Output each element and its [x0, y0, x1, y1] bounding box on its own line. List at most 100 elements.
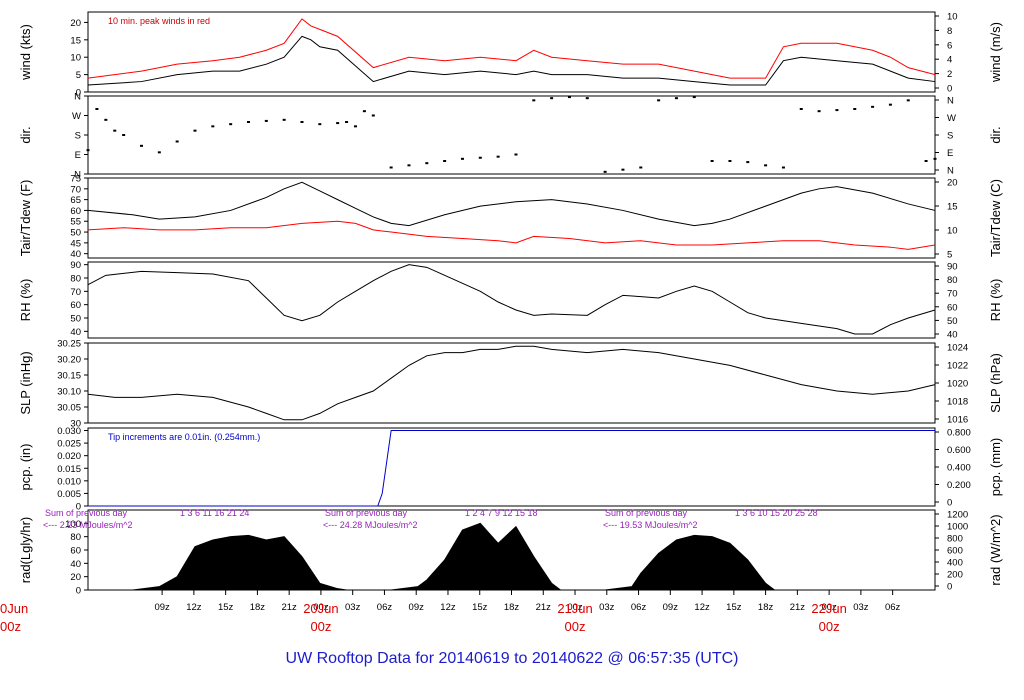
y-tick-label: 30.15 — [57, 371, 81, 382]
x-tick-label: 06z — [631, 602, 647, 613]
x-tick-label: 21z — [281, 602, 297, 613]
data-point — [353, 125, 357, 128]
x-tick-label: 18z — [504, 602, 520, 613]
y-tick-label: 70 — [70, 184, 81, 195]
x-tick-label: 21z — [790, 602, 806, 613]
y2-tick-label: 1016 — [947, 415, 968, 426]
y2-tick-label: 8 — [947, 26, 952, 37]
y-axis-label: rad(Lgly/hr) — [18, 517, 33, 583]
data-point — [585, 97, 589, 100]
data-point — [113, 129, 117, 132]
y2-tick-label: 40 — [947, 330, 958, 341]
data-point — [835, 109, 839, 112]
y2-tick-label: 10 — [947, 226, 958, 237]
y2-tick-label: 90 — [947, 262, 958, 273]
y-tick-label: 0.005 — [57, 489, 81, 500]
y2-tick-label: W — [947, 113, 956, 124]
y2-tick-label: 200 — [947, 570, 963, 581]
data-point — [300, 121, 304, 123]
y2-axis-label: pcp. (mm) — [988, 438, 1003, 497]
series-line-1 — [87, 345, 936, 421]
y-tick-label: 0.030 — [57, 426, 81, 437]
y-tick-label: 15 — [70, 35, 81, 46]
x-date-time-label: 00z — [565, 619, 586, 634]
x-tick-label: 03z — [853, 602, 869, 613]
y-tick-label: 0 — [76, 502, 81, 513]
y2-tick-label: S — [947, 131, 953, 142]
panel-frame-wind — [87, 11, 936, 93]
series-line-1 — [87, 35, 936, 86]
data-point — [550, 97, 554, 100]
y-tick-label: E — [75, 150, 81, 161]
y-tick-label: 0.020 — [57, 451, 81, 462]
data-point — [621, 168, 625, 171]
chart-footer-title: UW Rooftop Data for 20140619 to 20140622… — [285, 650, 739, 667]
y-tick-label: 80 — [70, 532, 81, 543]
data-point — [799, 108, 803, 110]
y2-axis-label: RH (%) — [988, 279, 1003, 322]
y2-tick-label: 10 — [947, 12, 958, 23]
data-point — [871, 105, 875, 108]
y-tick-label: S — [75, 131, 81, 142]
x-tick-label: 03z — [345, 602, 361, 613]
y2-tick-label: 1024 — [947, 343, 968, 354]
y-axis-label: Tair/Tdew (F) — [18, 180, 33, 257]
x-tick-label: 09z — [409, 602, 425, 613]
x-tick-label: 12z — [694, 602, 710, 613]
x-edge-time-label: 00z — [0, 619, 21, 634]
panel-frame-temperature — [87, 177, 936, 259]
data-point — [139, 144, 143, 147]
panel-frame-direction — [87, 95, 936, 175]
x-date-label: 20Jun — [303, 601, 338, 616]
data-point — [710, 160, 714, 162]
x-tick-label: 18z — [758, 602, 774, 613]
y-tick-label: N — [74, 92, 81, 103]
x-tick-label: 09z — [154, 602, 170, 613]
x-tick-label: 06z — [377, 602, 393, 613]
x-edge-date-label: 0Jun — [0, 601, 28, 616]
data-point — [603, 170, 607, 173]
x-tick-label: 18z — [250, 602, 266, 613]
y2-tick-label: 0 — [947, 84, 952, 95]
data-point — [95, 108, 99, 110]
y2-tick-label: 0 — [947, 498, 952, 509]
data-point — [764, 164, 768, 167]
y-tick-label: 20 — [70, 572, 81, 583]
y-tick-label: 10 — [70, 53, 81, 64]
y2-tick-label: 800 — [947, 534, 963, 545]
data-point — [514, 153, 518, 156]
y2-tick-label: 6 — [947, 40, 952, 51]
y-tick-label: 50 — [70, 314, 81, 325]
y-tick-label: 30.05 — [57, 403, 81, 414]
y2-axis-label: Tair/Tdew (C) — [988, 179, 1003, 257]
x-tick-label: 15z — [472, 602, 488, 613]
data-point — [104, 118, 108, 121]
data-point — [924, 160, 928, 162]
y-tick-label: 40 — [70, 249, 81, 260]
data-point — [443, 160, 447, 162]
y2-tick-label: 1000 — [947, 522, 968, 533]
y2-axis-label: rad (W/m^2) — [988, 514, 1003, 585]
data-point — [853, 108, 857, 110]
y-tick-label: 40 — [70, 327, 81, 338]
y-tick-label: 90 — [70, 260, 81, 271]
y-tick-label: 65 — [70, 195, 81, 206]
data-point — [211, 125, 215, 128]
y-axis-label: pcp. (in) — [18, 444, 33, 491]
y-tick-label: 30.10 — [57, 387, 81, 398]
data-point — [318, 123, 322, 126]
y-tick-label: 5 — [76, 70, 81, 81]
y2-tick-label: 50 — [947, 316, 958, 327]
y-axis-label: dir. — [18, 126, 33, 143]
data-point — [407, 164, 411, 167]
y2-tick-label: 1200 — [947, 510, 968, 521]
x-tick-label: 03z — [599, 602, 615, 613]
data-point — [122, 134, 126, 136]
series-line-1 — [88, 430, 935, 507]
y-tick-label: 100 — [65, 519, 81, 530]
data-point — [345, 121, 349, 123]
data-point — [478, 156, 482, 159]
y2-tick-label: 80 — [947, 275, 958, 286]
x-tick-label: 00z — [313, 602, 329, 613]
